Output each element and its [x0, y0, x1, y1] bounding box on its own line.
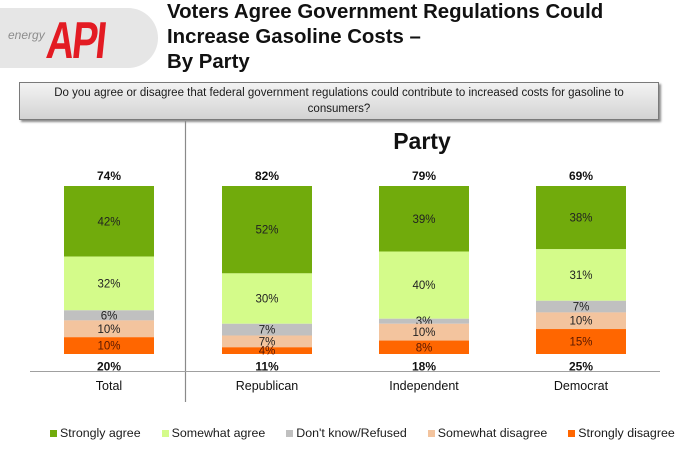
agree-total-label: 79%: [412, 169, 436, 183]
bar-segment-somewhat-agree: [222, 273, 312, 324]
data-label: 4%: [259, 346, 276, 358]
chart-title: Party: [393, 128, 451, 154]
category-label: Democrat: [554, 379, 609, 393]
agree-total-label: 74%: [97, 169, 121, 183]
legend-swatch-icon: [286, 429, 294, 437]
bar-segment-somewhat-disagree: [222, 335, 312, 348]
bar-segment-somewhat-agree: [536, 249, 626, 301]
title-line: Increase Gasoline Costs –: [167, 26, 421, 48]
legend-label: Don't know/Refused: [296, 426, 407, 440]
legend-swatch-icon: [568, 429, 576, 437]
data-label: 31%: [569, 270, 592, 282]
data-label: 6%: [101, 310, 118, 322]
bar-segment-don-t-know-refused: [222, 323, 312, 336]
bar-segment-strongly-agree: [379, 186, 469, 252]
legend-swatch-icon: [427, 429, 435, 437]
legend-swatch-icon: [161, 429, 169, 437]
data-label: 15%: [569, 337, 592, 349]
bar-segment-strongly-disagree: [379, 340, 469, 354]
legend-item-somewhat-disagree: Somewhat disagree: [427, 426, 548, 440]
bar-segment-somewhat-disagree: [64, 320, 154, 338]
legend-label: Somewhat agree: [171, 426, 266, 440]
bar-republican: 52%30%7%7%4%82%11%Republican: [222, 169, 312, 393]
title-line: By Party: [167, 51, 250, 73]
data-label: 10%: [569, 316, 592, 328]
legend-label: Strongly agree: [60, 426, 141, 440]
data-label: 8%: [416, 342, 433, 354]
data-label: 10%: [97, 341, 120, 353]
agree-total-label: 69%: [569, 169, 593, 183]
bar-segment-somewhat-disagree: [379, 323, 469, 341]
category-label: Total: [96, 379, 122, 393]
data-label: 10%: [412, 327, 435, 339]
data-label: 7%: [259, 336, 276, 348]
legend-item-dont-know-refused: Don't know/Refused: [286, 426, 407, 440]
data-label: 10%: [97, 324, 120, 336]
question-box: Do you agree or disagree that federal go…: [19, 82, 659, 120]
logo-prefix-text: energy: [8, 28, 45, 42]
bar-segment-somewhat-agree: [64, 256, 154, 311]
page-title: Voters Agree Government Regulations Coul…: [167, 0, 603, 75]
bar-segment-strongly-agree: [536, 186, 626, 250]
disagree-total-label: 18%: [412, 360, 436, 374]
data-label: 32%: [97, 278, 120, 290]
disagree-total-label: 25%: [569, 360, 593, 374]
data-label: 38%: [569, 213, 592, 225]
bar-total: 42% 32% 6% 10% 10% 74% 20% Total: [64, 169, 154, 393]
bar-segment-strongly-disagree: [222, 347, 312, 354]
bar-segment-strongly-agree: [222, 186, 312, 274]
data-label: 7%: [573, 302, 590, 314]
bar-segment-strongly-disagree: [536, 329, 626, 354]
bar-segment-don-t-know-refused: [64, 310, 154, 321]
bar-segment-somewhat-agree: [379, 251, 469, 319]
bar-segment-don-t-know-refused: [379, 318, 469, 324]
legend: Strongly agree Somewhat agree Don't know…: [50, 426, 675, 440]
category-label: Independent: [389, 379, 459, 393]
bar-independent: 39%40%3%10%8%79%18%Independent: [379, 169, 469, 393]
bar-segment-strongly-agree: [64, 186, 154, 257]
data-label: 42%: [97, 216, 120, 228]
legend-item-somewhat-agree: Somewhat agree: [161, 426, 266, 440]
legend-item-strongly-disagree: Strongly disagree: [568, 426, 675, 440]
bar-segment-somewhat-disagree: [536, 312, 626, 330]
data-label: 7%: [259, 325, 276, 337]
data-label: 39%: [412, 214, 435, 226]
legend-label: Somewhat disagree: [437, 426, 548, 440]
title-line: Voters Agree Government Regulations Coul…: [167, 1, 604, 23]
disagree-total-label: 11%: [255, 360, 279, 374]
logo: energy API: [0, 8, 158, 70]
legend-label: Strongly disagree: [578, 426, 675, 440]
legend-swatch-icon: [50, 429, 57, 437]
category-label: Republican: [236, 379, 299, 393]
legend-item-strongly-agree: Strongly agree: [50, 426, 141, 440]
data-label: 30%: [255, 294, 278, 306]
data-label: 52%: [255, 225, 278, 237]
bar-democrat: 38% 31% 7% 10% 15% 69% 25% Democrat: [536, 169, 626, 393]
bar-segment-don-t-know-refused: [536, 300, 626, 313]
agree-total-label: 82%: [255, 169, 279, 183]
disagree-total-label: 20%: [97, 360, 121, 374]
data-label: 40%: [412, 280, 435, 292]
bars-layer: 42%32%6%10%10%74%20%Total52%30%7%7%4%82%…: [64, 169, 626, 393]
bar-segment-strongly-disagree: [64, 337, 154, 354]
